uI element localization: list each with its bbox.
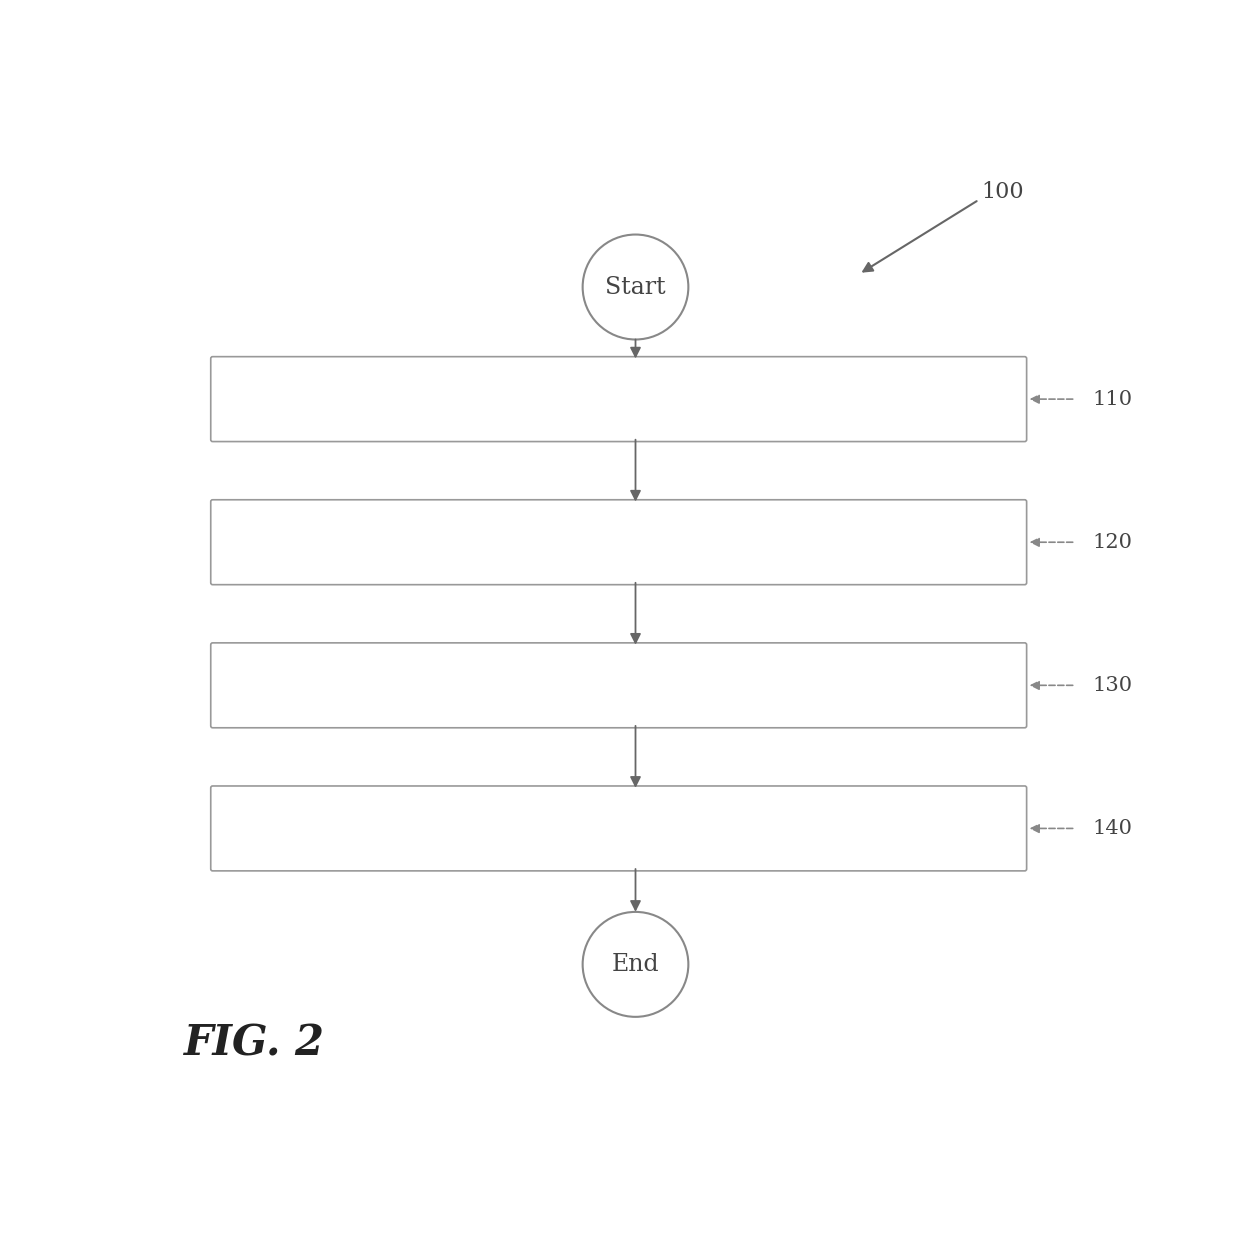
Text: End: End: [611, 953, 660, 976]
Text: 110: 110: [1092, 389, 1132, 409]
FancyBboxPatch shape: [211, 357, 1027, 441]
Text: 120: 120: [1092, 533, 1132, 551]
Circle shape: [583, 234, 688, 339]
Text: 130: 130: [1092, 675, 1132, 695]
FancyBboxPatch shape: [211, 643, 1027, 727]
Text: Start: Start: [605, 275, 666, 299]
Circle shape: [583, 912, 688, 1017]
FancyBboxPatch shape: [211, 499, 1027, 585]
Text: FIG. 2: FIG. 2: [184, 1022, 325, 1064]
FancyBboxPatch shape: [211, 786, 1027, 871]
Text: 100: 100: [982, 181, 1024, 203]
Text: 140: 140: [1092, 819, 1132, 838]
